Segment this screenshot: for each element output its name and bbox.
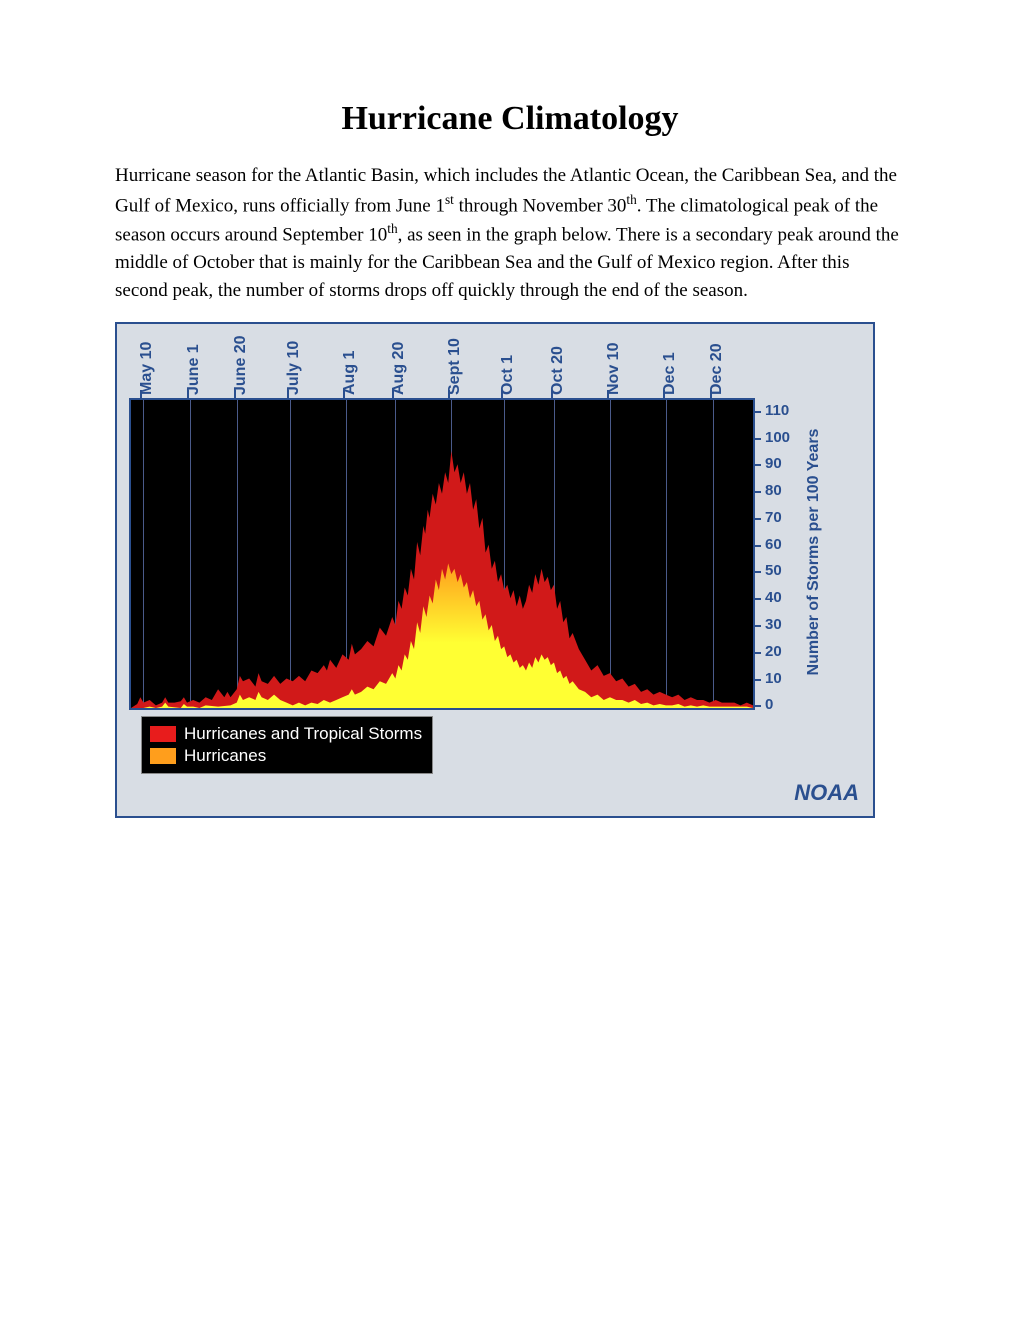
sup-3: th <box>387 221 397 236</box>
x-tick-label: Aug 20 <box>390 342 408 395</box>
y-tick-mark <box>753 598 761 600</box>
x-tick-label: Aug 1 <box>341 351 359 395</box>
series-yellow-area <box>131 564 753 709</box>
intro-paragraph: Hurricane season for the Atlantic Basin,… <box>115 162 905 304</box>
y-tick-mark <box>753 679 761 681</box>
y-tick-label: 20 <box>765 643 782 660</box>
chart-series <box>131 400 753 708</box>
x-tick-label: Sept 10 <box>446 338 464 395</box>
x-tick-label: June 20 <box>232 336 250 396</box>
plot-area <box>129 398 755 710</box>
y-tick-mark <box>753 625 761 627</box>
y-tick-label: 50 <box>765 562 782 579</box>
legend-swatch <box>150 748 176 764</box>
x-tick-label: Dec 20 <box>708 344 726 396</box>
legend-label: Hurricanes and Tropical Storms <box>184 724 422 744</box>
y-tick-label: 100 <box>765 429 790 446</box>
y-tick-mark <box>753 491 761 493</box>
chart-inner: May 10 June 1 June 20 July 10 Aug 1 Aug 20 Sep… <box>123 330 867 810</box>
y-tick-mark <box>753 545 761 547</box>
y-tick-mark <box>753 411 761 413</box>
sup-2: th <box>626 192 636 207</box>
x-tick-label: Nov 10 <box>605 343 623 395</box>
y-tick-label: 0 <box>765 696 773 713</box>
legend-row: Hurricanes <box>150 746 422 766</box>
x-tick-label: Oct 1 <box>499 355 517 395</box>
x-tick-label: Dec 1 <box>661 353 679 396</box>
legend-label: Hurricanes <box>184 746 266 766</box>
y-tick-mark <box>753 652 761 654</box>
y-axis-title: Number of Storms per 100 Years <box>805 422 823 682</box>
legend-swatch <box>150 726 176 742</box>
y-tick-mark <box>753 464 761 466</box>
chart-legend: Hurricanes and Tropical StormsHurricanes <box>141 716 433 774</box>
sup-1: st <box>445 192 454 207</box>
y-tick-mark <box>753 705 761 707</box>
y-tick-label: 30 <box>765 616 782 633</box>
y-tick-mark <box>753 518 761 520</box>
para-seg-2: through November 30 <box>454 195 627 216</box>
y-tick-mark <box>753 571 761 573</box>
x-tick-label: Oct 20 <box>549 346 567 395</box>
y-tick-label: 10 <box>765 670 782 687</box>
y-tick-mark <box>753 438 761 440</box>
x-tick-label: May 10 <box>138 342 156 395</box>
y-tick-label: 80 <box>765 482 782 499</box>
y-tick-label: 70 <box>765 509 782 526</box>
x-tick-label: June 1 <box>185 345 203 396</box>
y-tick-label: 40 <box>765 589 782 606</box>
chart-container: May 10 June 1 June 20 July 10 Aug 1 Aug 20 Sep… <box>115 322 875 818</box>
page-title: Hurricane Climatology <box>115 100 905 138</box>
x-tick-label: July 10 <box>285 341 303 395</box>
y-tick-label: 90 <box>765 455 782 472</box>
y-tick-label: 110 <box>765 402 789 419</box>
y-tick-label: 60 <box>765 536 782 553</box>
legend-row: Hurricanes and Tropical Storms <box>150 724 422 744</box>
chart-source: NOAA <box>794 780 859 806</box>
document-page: Hurricane Climatology Hurricane season f… <box>0 0 1020 1320</box>
